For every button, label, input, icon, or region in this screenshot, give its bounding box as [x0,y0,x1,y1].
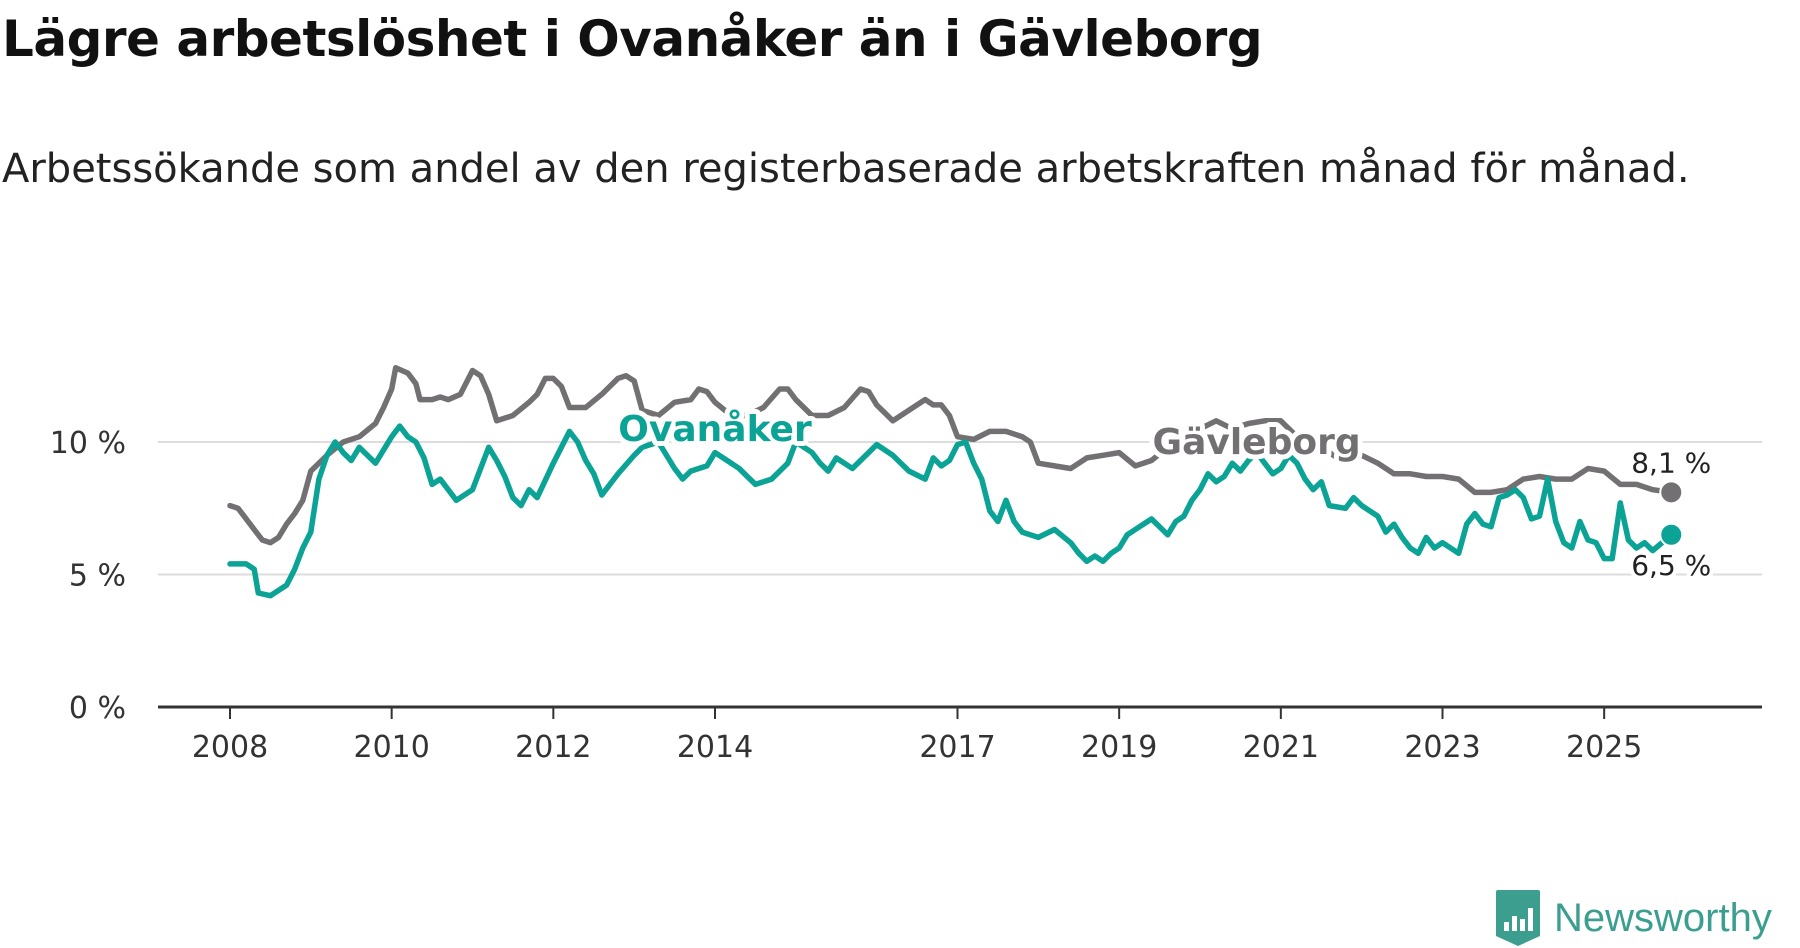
x-tick-label: 2023 [1404,730,1480,765]
chart-title: Lägre arbetslöshet i Ovanåker än i Gävle… [2,10,1263,68]
series-lines [227,365,1675,599]
x-axis-ticks: 2008 2010 2012 2014 2017 2019 2021 2023 2025 [192,707,1642,765]
y-axis-ticks: 0 % 5 % 10 % [50,426,126,726]
x-tick-label: 2021 [1243,730,1319,765]
series-name-label: Ovanåker [618,409,812,450]
x-tick-label: 2012 [515,730,591,765]
x-tick-label: 2019 [1081,730,1157,765]
series-labels: 8,1 % 6,5 % Ovanåker Gävleborg [613,404,1715,586]
x-tick-label: 2010 [353,730,429,765]
y-tick-label: 0 % [69,691,126,726]
chart-subtitle: Arbetssökande som andel av den registerb… [2,146,1690,192]
endpoint-dot [1659,522,1684,547]
series-line-ovanker [227,423,1675,599]
series-line-gvleborg [227,365,1675,546]
end-value-label: 6,5 % [1631,549,1711,582]
logo-text: Newsworthy [1554,895,1772,940]
y-tick-label: 5 % [69,559,126,594]
x-tick-label: 2017 [919,730,995,765]
series-name-label: Gävleborg [1153,422,1361,463]
newsworthy-chart-icon [1496,890,1540,946]
y-tick-label: 10 % [50,426,126,461]
newsworthy-logo: Newsworthy [1494,888,1772,948]
x-tick-label: 2014 [677,730,753,765]
endpoint-dot [1659,480,1684,505]
x-tick-label: 2008 [192,730,268,765]
x-tick-label: 2025 [1566,730,1642,765]
end-value-label: 8,1 % [1631,446,1711,479]
